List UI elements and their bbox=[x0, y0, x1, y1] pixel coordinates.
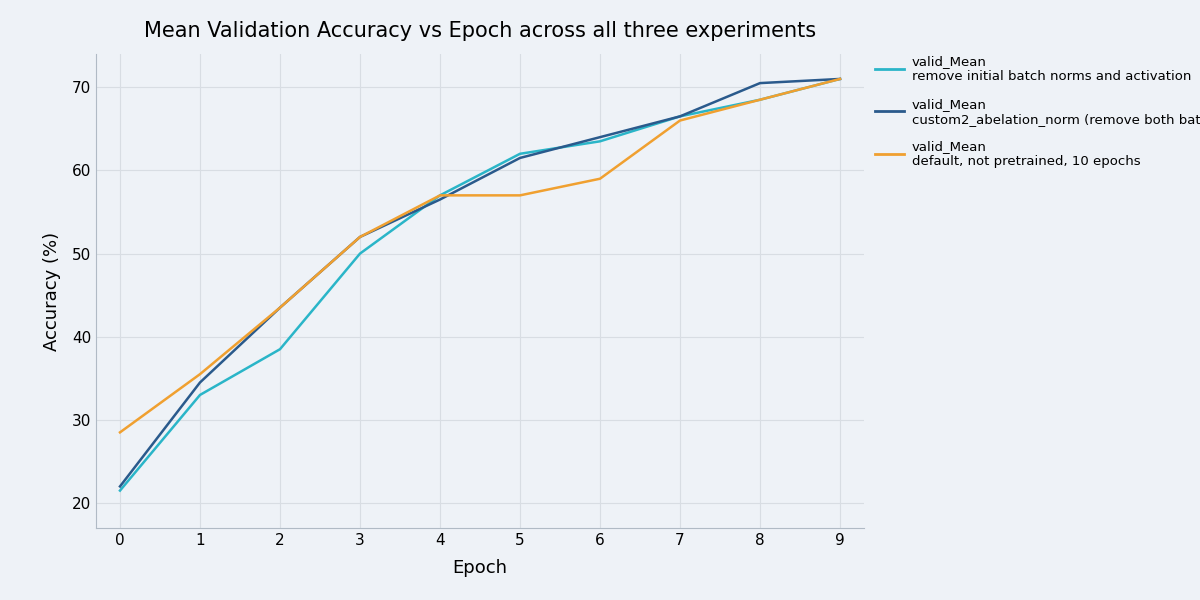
Title: Mean Validation Accuracy vs Epoch across all three experiments: Mean Validation Accuracy vs Epoch across… bbox=[144, 22, 816, 41]
X-axis label: Epoch: Epoch bbox=[452, 559, 508, 577]
Y-axis label: Accuracy (%): Accuracy (%) bbox=[43, 232, 61, 350]
Legend: valid_Mean
remove initial batch norms and activation, valid_Mean
custom2_abelati: valid_Mean remove initial batch norms an… bbox=[870, 51, 1200, 172]
